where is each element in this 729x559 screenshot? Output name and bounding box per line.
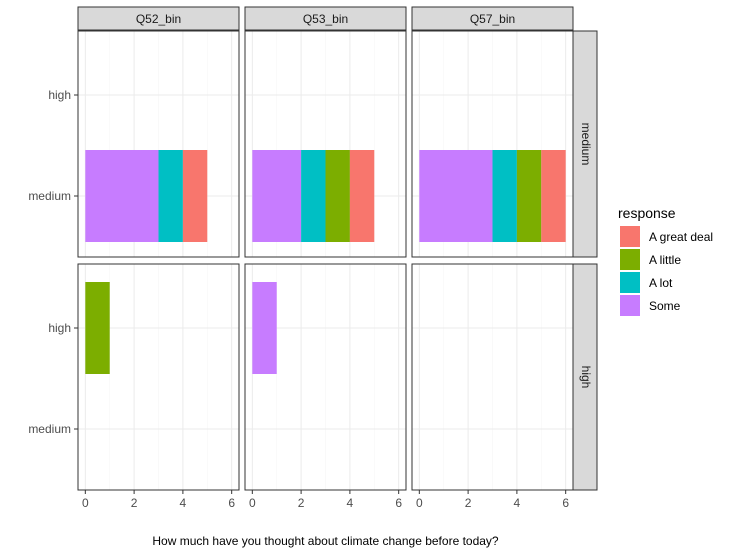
x-tick-label: 6 bbox=[228, 496, 235, 510]
x-axis-title: How much have you thought about climate … bbox=[152, 534, 499, 548]
bar-segment-medium-Q53_bin-a-little bbox=[325, 150, 350, 242]
bar-segment-high-Q52_bin-a-little bbox=[85, 282, 110, 374]
bar-segment-medium-Q57_bin-a-little bbox=[516, 150, 542, 242]
x-tick-label: 0 bbox=[82, 496, 89, 510]
panel-border bbox=[244, 263, 407, 491]
x-tick-label: 0 bbox=[249, 496, 256, 510]
facet-strip-Q52_bin bbox=[77, 6, 240, 31]
legend-label: A lot bbox=[649, 276, 673, 290]
bar-segment-medium-Q52_bin-a-lot bbox=[158, 150, 183, 242]
facet-row-strip-medium bbox=[572, 30, 598, 258]
legend-label: A great deal bbox=[649, 230, 713, 244]
x-tick-label: 6 bbox=[562, 496, 569, 510]
facet-strip-Q53_bin bbox=[244, 6, 407, 31]
panel-border bbox=[77, 30, 240, 258]
legend-title: response bbox=[618, 205, 676, 221]
legend-label: Some bbox=[649, 299, 681, 313]
facet-strip-label-Q57_bin: Q57_bin bbox=[470, 12, 515, 26]
bar-segment-medium-Q53_bin-a-lot bbox=[301, 150, 326, 242]
legend-key-a-great-deal bbox=[620, 226, 640, 247]
x-tick-label: 2 bbox=[298, 496, 305, 510]
x-tick-label: 2 bbox=[131, 496, 138, 510]
y-tick-label-high: high bbox=[48, 321, 71, 335]
bar-segment-medium-Q53_bin-a-great-deal bbox=[349, 150, 375, 242]
legend-key-some bbox=[620, 295, 640, 316]
facet-row-strip-label-medium: medium bbox=[579, 123, 593, 166]
bar-segment-medium-Q52_bin-a-great-deal bbox=[182, 150, 208, 242]
panel-border bbox=[411, 263, 574, 491]
bar-segment-high-Q53_bin-some bbox=[252, 282, 277, 374]
bar-segment-medium-Q57_bin-some bbox=[419, 150, 493, 242]
panel-border bbox=[411, 30, 574, 258]
legend-key-a-little bbox=[620, 249, 640, 270]
x-tick-label: 4 bbox=[180, 496, 187, 510]
y-tick-label-medium: medium bbox=[28, 422, 71, 436]
panel-border bbox=[244, 30, 407, 258]
bar-segment-medium-Q57_bin-a-great-deal bbox=[541, 150, 566, 242]
x-tick-label: 0 bbox=[416, 496, 423, 510]
x-tick-label: 2 bbox=[465, 496, 472, 510]
bar-segment-medium-Q53_bin-some bbox=[252, 150, 302, 242]
facet-row-strip-label-high: high bbox=[579, 366, 593, 389]
legend-label: A little bbox=[649, 253, 681, 267]
facet-strip-Q57_bin bbox=[411, 6, 574, 31]
facet-strip-label-Q53_bin: Q53_bin bbox=[303, 12, 348, 26]
x-tick-label: 4 bbox=[514, 496, 521, 510]
y-tick-label-medium: medium bbox=[28, 189, 71, 203]
bar-segment-medium-Q52_bin-some bbox=[85, 150, 159, 242]
bar-segment-medium-Q57_bin-a-lot bbox=[492, 150, 517, 242]
y-tick-label-high: high bbox=[48, 88, 71, 102]
panel-border bbox=[77, 263, 240, 491]
x-tick-label: 6 bbox=[395, 496, 402, 510]
legend-key-a-lot bbox=[620, 272, 640, 293]
facet-strip-label-Q52_bin: Q52_bin bbox=[136, 12, 181, 26]
x-tick-label: 4 bbox=[347, 496, 354, 510]
